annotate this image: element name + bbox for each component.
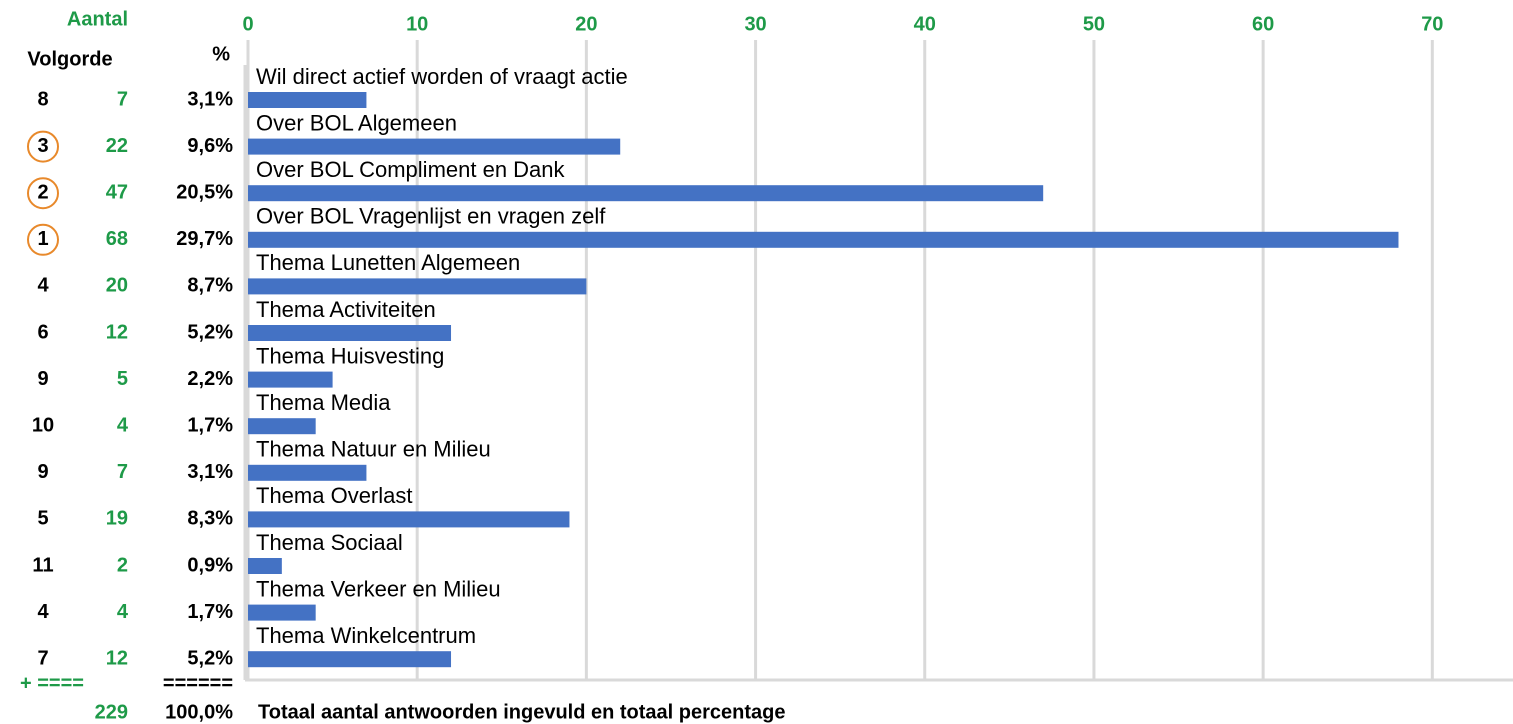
percent-label: 3,1% [187, 461, 233, 483]
category-label: Thema Verkeer en Milieu [256, 576, 501, 601]
percent-label: 29,7% [176, 228, 233, 250]
bar [248, 418, 316, 435]
count-label: 7 [117, 461, 128, 483]
category-label: Thema Overlast [256, 483, 413, 508]
count-label: 5 [117, 368, 128, 390]
category-label: Thema Huisvesting [256, 343, 444, 368]
x-tick-label: 20 [575, 13, 597, 35]
rank: 4 [37, 601, 49, 623]
category-label: Over BOL Algemeen [256, 110, 457, 135]
category-label: Thema Natuur en Milieu [256, 437, 491, 462]
bar [248, 604, 316, 621]
percent-label: 2,2% [187, 368, 233, 390]
rank: 9 [37, 461, 48, 483]
rank: 8 [37, 88, 48, 110]
percent-label: 1,7% [187, 414, 233, 436]
percent-label: 3,1% [187, 88, 233, 110]
percent-label: 0,9% [187, 554, 233, 576]
category-label: Thema Lunetten Algemeen [256, 250, 520, 275]
bar [248, 511, 570, 528]
header-percent: % [212, 43, 230, 65]
bar [248, 278, 587, 295]
rank: 4 [37, 275, 49, 297]
x-tick-label: 10 [406, 13, 428, 35]
rank: 7 [37, 647, 48, 669]
count-label: 2 [117, 554, 128, 576]
count-label: 12 [106, 647, 128, 669]
percent-label: 8,3% [187, 508, 233, 530]
bar [248, 92, 367, 108]
x-tick-label: 50 [1083, 13, 1105, 35]
rank: 5 [37, 508, 48, 530]
x-tick-label: 70 [1421, 13, 1443, 35]
category-label: Over BOL Vragenlijst en vragen zelf [256, 204, 606, 229]
category-label: Thema Activiteiten [256, 297, 436, 322]
rank: 2 [37, 181, 48, 203]
percent-label: 1,7% [187, 601, 233, 623]
bar [248, 558, 282, 574]
bar [248, 371, 333, 388]
rank: 3 [37, 135, 48, 157]
count-label: 4 [117, 414, 129, 436]
count-label: 4 [117, 601, 129, 623]
rank: 6 [37, 321, 48, 343]
category-label: Wil direct actief worden of vraagt actie [256, 64, 628, 89]
sum-marker: + ==== [20, 672, 84, 694]
rank: 9 [37, 368, 48, 390]
rank-circle [27, 177, 59, 210]
count-label: 22 [106, 135, 128, 157]
total-percent: 100,0% [165, 701, 233, 723]
header-rank: Volgorde [27, 48, 112, 70]
bar [248, 231, 1399, 248]
percent-label: 5,2% [187, 647, 233, 669]
rank-circle [27, 223, 59, 256]
sum-marker: ====== [163, 672, 233, 694]
bar [248, 325, 452, 341]
category-label: Thema Winkelcentrum [256, 623, 476, 648]
total: 229 [95, 701, 128, 723]
bar [248, 185, 1044, 202]
count-label: 47 [106, 181, 128, 203]
rank: 11 [32, 554, 53, 576]
header-count: Aantal [67, 8, 128, 30]
rank: 1 [37, 228, 48, 250]
rank-circle [27, 130, 59, 163]
x-tick-label: 30 [744, 13, 766, 35]
category-label: Over BOL Compliment en Dank [256, 157, 566, 182]
percent-label: 20,5% [176, 181, 233, 203]
category-label: Thema Media [256, 390, 391, 415]
category-label: Thema Sociaal [256, 530, 403, 555]
rank: 10 [32, 414, 54, 436]
count-label: 68 [106, 228, 128, 250]
total-caption: Totaal aantal antwoorden ingevuld en tot… [258, 701, 786, 723]
bar [248, 651, 452, 668]
count-label: 20 [106, 275, 128, 297]
percent-label: 8,7% [187, 275, 233, 297]
percent-label: 5,2% [187, 321, 233, 343]
x-tick-label: 0 [242, 13, 253, 35]
bar [248, 464, 367, 481]
percent-label: 9,6% [187, 135, 233, 157]
count-label: 7 [117, 88, 128, 110]
count-label: 19 [106, 508, 128, 530]
x-tick-label: 60 [1252, 13, 1274, 35]
count-label: 12 [106, 321, 128, 343]
bar [248, 138, 621, 155]
x-tick-label: 40 [914, 13, 936, 35]
